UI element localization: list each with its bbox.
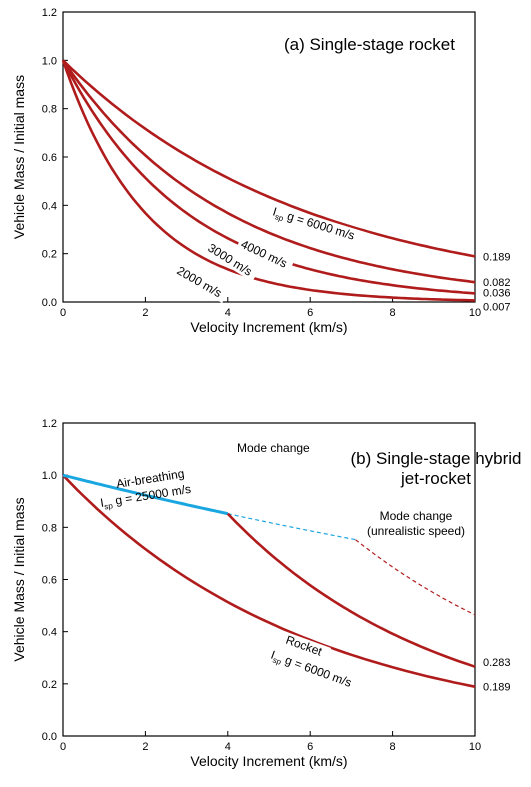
x-tick-label: 4 <box>225 741 231 753</box>
y-tick-label: 0.2 <box>42 679 57 691</box>
series-label-2000-bg <box>171 261 230 304</box>
y-axis-label: Vehicle Mass / Initial mass <box>11 75 27 239</box>
y-axis-label: Vehicle Mass / Initial mass <box>11 497 27 661</box>
mode-change-late-line2: (unrealistic speed) <box>367 524 465 538</box>
y-tick-label: 0.6 <box>42 575 57 587</box>
series-label-4000-bg <box>236 235 295 273</box>
end-label-2: 0.036 <box>483 287 511 299</box>
chart-panel-b: 0 2 4 6 8 10 0.0 0.2 0.4 0.6 0.8 1.0 1.2 Velocity Inc… <box>11 418 522 769</box>
series-line-0 <box>62 59 476 258</box>
end-label-3: 0.007 <box>483 301 511 313</box>
x-tick-label: 2 <box>142 307 148 319</box>
series-rocket-late-dashed <box>355 539 476 616</box>
y-tick-label: 0.6 <box>42 152 57 164</box>
mode-change-label: Mode change <box>237 441 310 455</box>
series-rocket <box>62 474 476 688</box>
x-tick-label: 0 <box>60 307 66 319</box>
rocket-isp-label-bg <box>266 646 369 696</box>
x-tick-label: 8 <box>390 307 396 319</box>
end-label-0189: 0.189 <box>483 682 511 694</box>
y-tick-label: 0.4 <box>42 627 57 639</box>
y-tick-label: 1.0 <box>42 470 57 482</box>
series-label-6000: Isp g = 6000 m/s <box>268 203 378 250</box>
series-rocket-after-mode-change <box>226 512 476 668</box>
series-line-3 <box>61 59 476 302</box>
x-tick-label: 6 <box>307 741 313 753</box>
y-tick-label: 0.0 <box>42 297 57 309</box>
y-tick-label: 0.8 <box>42 104 57 116</box>
x-tick-label: 6 <box>307 307 313 319</box>
mode-change-late-line1: Mode change <box>380 509 453 523</box>
y-tick-label: 1.2 <box>42 418 57 430</box>
y-tick-label: 0.4 <box>42 200 57 212</box>
series-air-breathing-dashed <box>227 513 356 541</box>
x-tick-label: 0 <box>60 741 66 753</box>
x-axis-label: Velocity Increment (km/s) <box>190 319 347 335</box>
y-tick-label: 0.0 <box>42 731 57 743</box>
series-label-2000: 2000 m/s <box>171 261 230 304</box>
series-label-3000-bg <box>202 239 260 282</box>
end-label-1: 0.082 <box>483 277 511 289</box>
x-tick-label: 10 <box>469 741 481 753</box>
y-tick-label: 1.2 <box>42 7 57 19</box>
chart-panel-a: 0 2 4 6 8 10 0.0 0.2 0.4 0.6 0.8 1.0 1.2 Velocity Inc… <box>11 7 511 335</box>
x-tick-label: 4 <box>225 307 231 319</box>
y-tick-label: 0.8 <box>42 522 57 534</box>
series-air-breathing <box>62 473 229 516</box>
x-axis-label: Velocity Increment (km/s) <box>190 753 347 769</box>
rocket-label-bg <box>281 631 332 662</box>
y-tick-label: 1.0 <box>42 55 57 67</box>
end-label-0: 0.189 <box>483 251 511 263</box>
chart-title-line2: jet-rocket <box>400 469 471 488</box>
y-tick-label: 0.2 <box>42 249 57 261</box>
chart-title-line1: (b) Single-stage hybrid <box>350 449 521 468</box>
x-tick-label: 10 <box>469 307 481 319</box>
x-tick-label: 2 <box>142 741 148 753</box>
series-label-6000-bg <box>268 203 378 250</box>
end-label-0283: 0.283 <box>483 657 511 669</box>
series-line-1 <box>61 59 476 284</box>
series-label-2000-text: 2000 m/s <box>175 263 225 300</box>
chart-title: (a) Single-stage rocket <box>284 35 455 54</box>
x-tick-label: 8 <box>390 741 396 753</box>
